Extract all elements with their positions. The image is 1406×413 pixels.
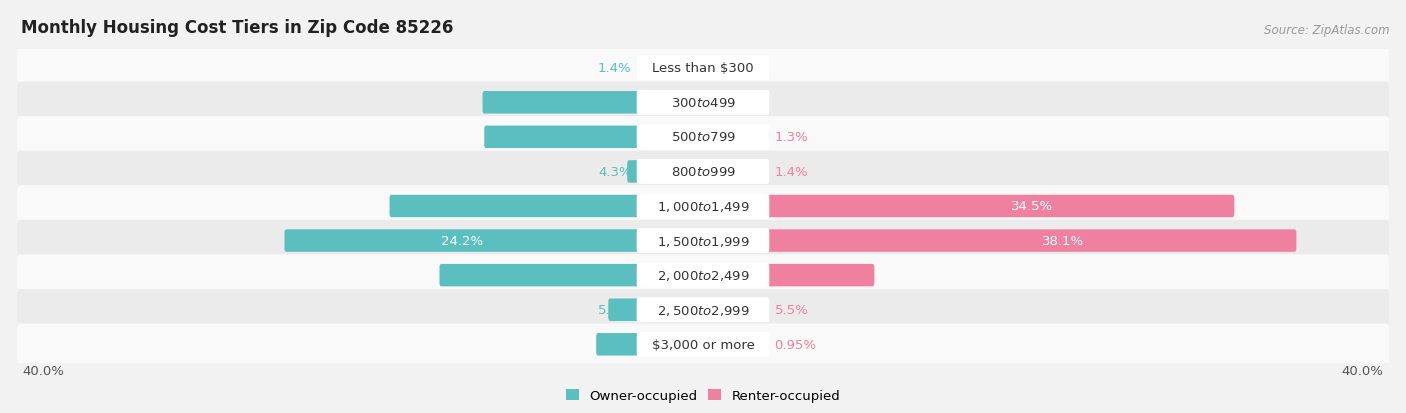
FancyBboxPatch shape: [484, 126, 704, 149]
FancyBboxPatch shape: [17, 289, 1389, 331]
FancyBboxPatch shape: [284, 230, 704, 252]
Text: 18.1%: 18.1%: [589, 200, 631, 213]
Text: Less than $300: Less than $300: [652, 62, 754, 75]
FancyBboxPatch shape: [17, 324, 1389, 365]
Text: 15.2%: 15.2%: [589, 269, 631, 282]
FancyBboxPatch shape: [17, 186, 1389, 227]
Text: 1.4%: 1.4%: [598, 62, 631, 75]
Text: 40.0%: 40.0%: [22, 365, 65, 377]
Text: 34.5%: 34.5%: [1011, 200, 1053, 213]
Text: $300 to $499: $300 to $499: [671, 97, 735, 109]
FancyBboxPatch shape: [440, 264, 704, 287]
FancyBboxPatch shape: [17, 151, 1389, 193]
Text: $1,000 to $1,499: $1,000 to $1,499: [657, 199, 749, 214]
Text: Source: ZipAtlas.com: Source: ZipAtlas.com: [1264, 24, 1389, 37]
Text: $2,500 to $2,999: $2,500 to $2,999: [657, 303, 749, 317]
Text: 38.1%: 38.1%: [1042, 235, 1084, 247]
FancyBboxPatch shape: [637, 297, 769, 323]
FancyBboxPatch shape: [702, 161, 728, 183]
Text: 24.2%: 24.2%: [441, 235, 484, 247]
FancyBboxPatch shape: [702, 126, 727, 149]
FancyBboxPatch shape: [17, 255, 1389, 296]
FancyBboxPatch shape: [609, 299, 704, 321]
Text: $2,000 to $2,499: $2,000 to $2,499: [657, 268, 749, 282]
FancyBboxPatch shape: [637, 263, 769, 288]
FancyBboxPatch shape: [637, 230, 1296, 252]
FancyBboxPatch shape: [637, 125, 769, 150]
Text: $1,500 to $1,999: $1,500 to $1,999: [657, 234, 749, 248]
FancyBboxPatch shape: [389, 195, 704, 218]
FancyBboxPatch shape: [637, 228, 769, 254]
FancyBboxPatch shape: [17, 220, 1389, 262]
FancyBboxPatch shape: [678, 57, 704, 80]
Legend: Owner-occupied, Renter-occupied: Owner-occupied, Renter-occupied: [560, 384, 846, 407]
Text: 1.4%: 1.4%: [775, 166, 808, 178]
FancyBboxPatch shape: [637, 194, 769, 219]
FancyBboxPatch shape: [17, 48, 1389, 89]
FancyBboxPatch shape: [637, 159, 769, 185]
FancyBboxPatch shape: [637, 299, 735, 321]
Text: 12.6%: 12.6%: [589, 131, 631, 144]
Text: $800 to $999: $800 to $999: [671, 166, 735, 178]
FancyBboxPatch shape: [627, 161, 704, 183]
FancyBboxPatch shape: [637, 56, 769, 81]
Text: 0.95%: 0.95%: [775, 338, 817, 351]
FancyBboxPatch shape: [637, 332, 769, 357]
FancyBboxPatch shape: [637, 264, 875, 287]
Text: 12.7%: 12.7%: [589, 97, 631, 109]
Text: 5.5%: 5.5%: [775, 304, 808, 316]
FancyBboxPatch shape: [702, 333, 721, 356]
Text: $3,000 or more: $3,000 or more: [651, 338, 755, 351]
FancyBboxPatch shape: [482, 92, 704, 114]
Text: 5.4%: 5.4%: [598, 304, 631, 316]
Text: 4.3%: 4.3%: [598, 166, 631, 178]
FancyBboxPatch shape: [17, 82, 1389, 124]
FancyBboxPatch shape: [596, 333, 704, 356]
Text: 1.3%: 1.3%: [775, 131, 808, 144]
Text: Monthly Housing Cost Tiers in Zip Code 85226: Monthly Housing Cost Tiers in Zip Code 8…: [21, 19, 453, 37]
Text: 40.0%: 40.0%: [1341, 365, 1384, 377]
FancyBboxPatch shape: [637, 90, 769, 116]
FancyBboxPatch shape: [637, 195, 1234, 218]
Text: 13.6%: 13.6%: [775, 269, 817, 282]
Text: 6.1%: 6.1%: [598, 338, 631, 351]
Text: $500 to $799: $500 to $799: [671, 131, 735, 144]
FancyBboxPatch shape: [17, 117, 1389, 158]
